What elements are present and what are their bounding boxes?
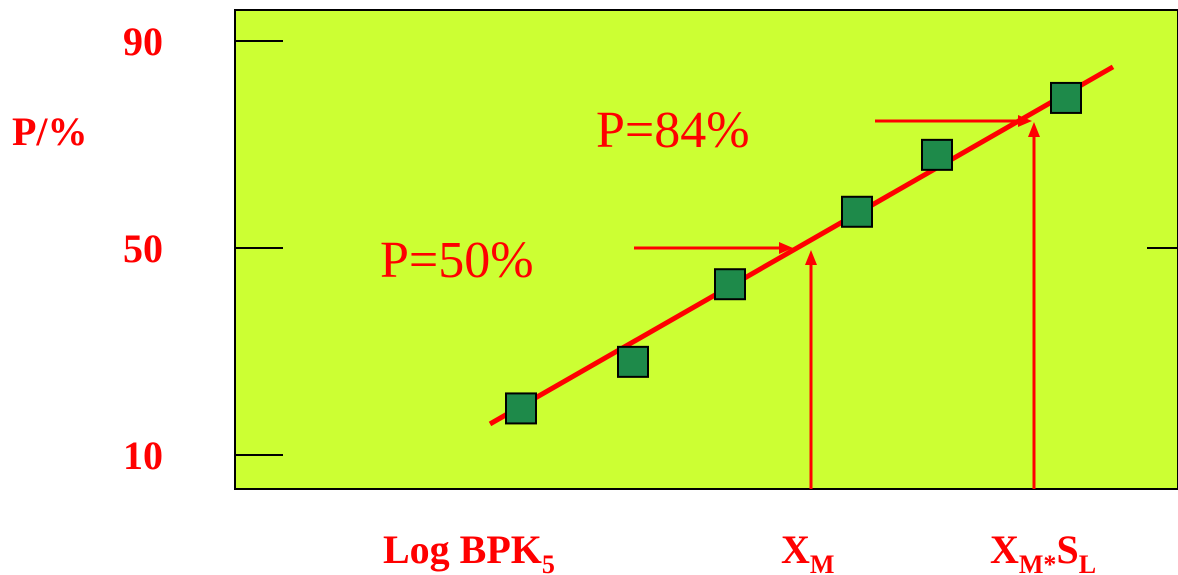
x-category-xmsl-sub2: L [1079,550,1096,575]
data-point [618,347,648,377]
data-point [922,140,952,170]
y-axis-label: P/% [12,109,88,154]
x-category-xmsl: XM*SL [990,527,1096,575]
x-category-xmsl-main2: S [1056,527,1078,572]
x-category-xm-main: X [781,527,810,572]
x-category-xmsl-main: X [990,527,1019,572]
data-point [842,197,872,227]
y-tick-label-10: 10 [123,433,163,478]
annotation-p50: P=50% [380,232,534,289]
y-tick-label-90: 90 [123,19,163,64]
data-point [506,393,536,423]
x-category-xm-sub: M [810,550,835,575]
y-tick-label-50: 50 [123,226,163,271]
data-point [1051,83,1081,113]
data-point [715,269,745,299]
x-category-xm: XM [781,527,834,575]
x-category-logbpk: Log BPK5 [383,527,555,575]
x-category-logbpk-sub: 5 [542,550,555,575]
annotation-p84: P=84% [596,102,750,159]
x-category-xmsl-sub: M* [1019,550,1057,575]
x-category-logbpk-main: Log BPK [383,527,542,572]
